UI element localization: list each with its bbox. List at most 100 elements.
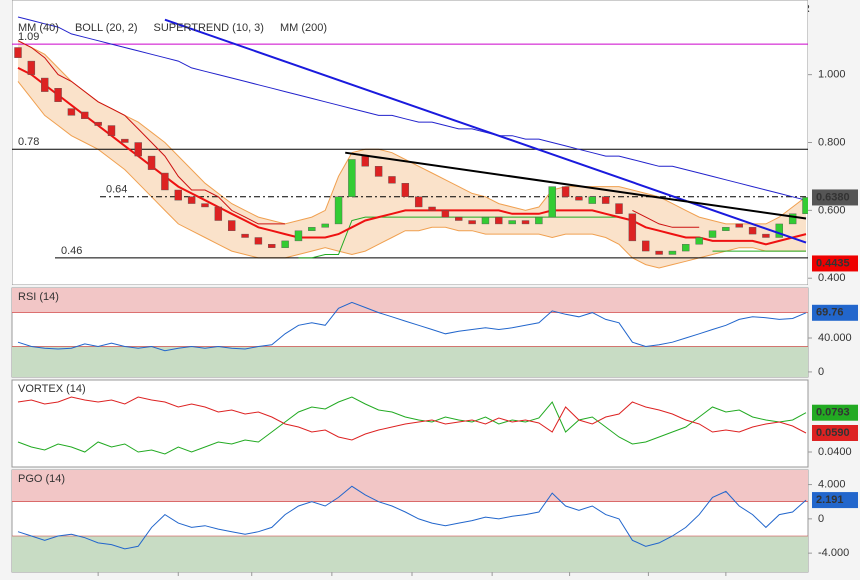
indicator-line: [17, 301, 807, 352]
candle: [388, 176, 396, 184]
candle: [775, 223, 783, 238]
value-tag: [812, 304, 858, 321]
indicator-line: [17, 396, 807, 441]
candle: [94, 121, 102, 126]
y-tick-label: 1.000: [818, 69, 846, 81]
price-tag: [812, 255, 858, 272]
value-tag-label: 69.76: [816, 307, 844, 319]
candle: [134, 142, 142, 157]
value-tag-label: 0.0793: [816, 407, 850, 419]
indicator-line: [17, 485, 807, 550]
candle: [535, 216, 543, 225]
candle: [241, 233, 249, 238]
trendline: [345, 151, 807, 220]
candle: [294, 230, 303, 242]
candle: [642, 240, 650, 252]
value-tag: [812, 425, 858, 441]
candle: [615, 203, 623, 214]
candle: [575, 196, 583, 201]
candle: [762, 233, 770, 238]
level-label: 0.78: [18, 136, 39, 148]
bollinger-lower: [17, 81, 806, 269]
candle: [81, 111, 89, 119]
candle: [27, 60, 36, 75]
price-tag-label: 0.4435: [816, 257, 850, 269]
candle: [401, 183, 410, 197]
candle: [321, 223, 329, 228]
level-label: 0.46: [61, 245, 82, 257]
candle: [481, 216, 490, 225]
candle: [281, 240, 289, 248]
candle: [455, 216, 463, 221]
candle: [802, 197, 808, 214]
candle: [147, 155, 156, 170]
candle: [748, 227, 757, 235]
y-tick-label: 0.600: [818, 204, 846, 216]
band: [12, 288, 808, 313]
candle: [682, 244, 690, 252]
value-tag-label: 2.191: [816, 494, 844, 506]
candle: [187, 196, 196, 204]
candle: [722, 227, 730, 231]
y-tick-label: 0.800: [818, 136, 846, 148]
y-tick-label: 40.000: [818, 332, 852, 344]
candle: [308, 227, 316, 231]
candle: [268, 244, 276, 248]
candle: [41, 77, 49, 92]
panel-title: RSI (14): [18, 291, 59, 303]
value-tag-label: 0.0590: [816, 427, 850, 439]
candle: [227, 220, 236, 231]
candle: [161, 172, 169, 191]
candle: [201, 203, 209, 208]
panel: [11, 379, 809, 468]
candle: [214, 206, 223, 221]
candle: [254, 237, 263, 245]
band: [12, 536, 808, 572]
candle: [334, 196, 343, 225]
value-tag: [812, 492, 858, 509]
legend-entry: BOLL (20, 2): [75, 22, 138, 34]
candle: [508, 220, 516, 225]
candle: [67, 108, 76, 116]
candle: [374, 166, 383, 177]
candle: [121, 138, 129, 143]
candle: [441, 210, 450, 218]
trendline: [164, 18, 807, 244]
value-tag: [812, 404, 858, 421]
indicator-line: [17, 396, 807, 455]
candle: [414, 196, 423, 208]
legend-entry: SUPERTREND (10, 3): [154, 22, 264, 34]
candle: [428, 206, 436, 211]
y-tick-label: 0: [818, 366, 824, 378]
legend-entry: MM (200): [280, 22, 327, 34]
candle: [495, 216, 503, 225]
candle: [468, 220, 476, 225]
candle: [788, 213, 797, 225]
panel-title: VORTEX (14): [18, 383, 86, 395]
candle: [601, 196, 610, 204]
moving-average: [17, 16, 807, 201]
y-tick-label: 0: [818, 513, 824, 525]
candle: [521, 220, 530, 225]
panel: [11, 469, 809, 573]
price-tag-label: 0.6380: [816, 191, 850, 203]
candle: [548, 186, 556, 218]
price-tag: [812, 189, 858, 206]
panel: [12, 0, 808, 285]
candle: [14, 47, 22, 58]
candle: [174, 189, 182, 201]
panel-frame: [12, 0, 808, 285]
candle: [588, 196, 597, 204]
candle: [628, 213, 637, 242]
legend-entry: MM (40): [18, 22, 59, 34]
candle: [708, 230, 717, 238]
band: [12, 346, 808, 377]
candle: [655, 250, 663, 255]
candle: [107, 125, 116, 136]
y-tick-label: 4.000: [818, 478, 846, 490]
candle: [735, 223, 743, 228]
y-tick-label: 0.400: [818, 272, 846, 284]
level-label: 1.09: [18, 31, 39, 43]
panel-title: PGO (14): [18, 473, 65, 485]
